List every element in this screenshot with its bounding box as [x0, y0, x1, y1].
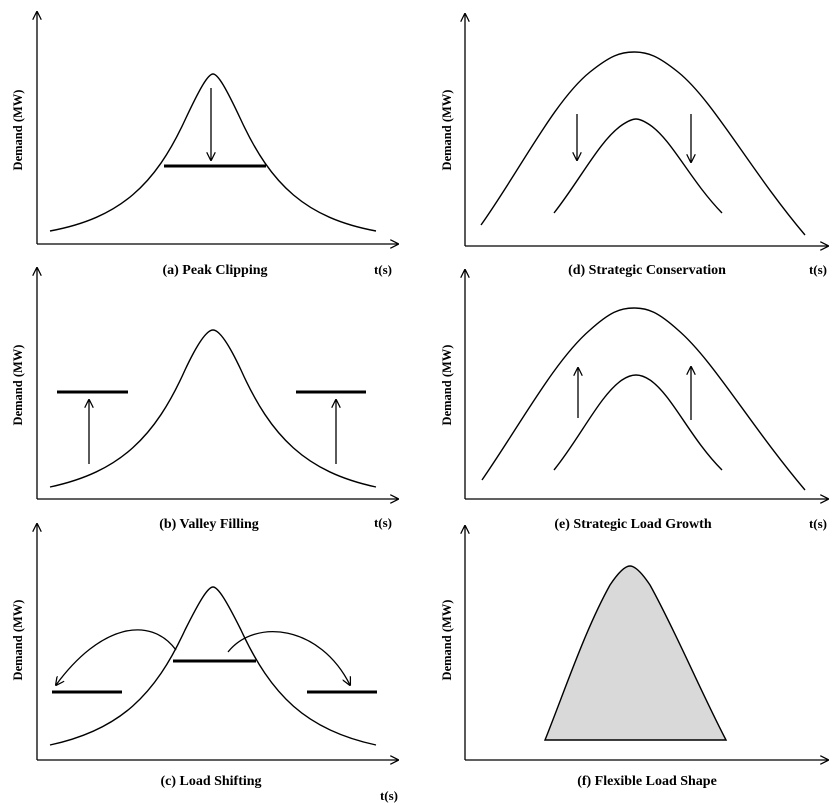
- load-curve-b: [49, 329, 377, 488]
- curved-arrow-icon: [56, 629, 177, 685]
- x-axis-label-a: t(s): [374, 262, 392, 277]
- curved-arrow-icon: [227, 631, 350, 685]
- y-axis-label-c: Demand (MW): [11, 600, 25, 681]
- x-axis-label-e: t(s): [809, 516, 827, 531]
- x-axis-label-b: t(s): [374, 515, 392, 530]
- x-axis-label-c: t(s): [380, 788, 398, 803]
- caption-b: (b) Valley Filling: [159, 517, 259, 532]
- panel-b: Demand (MW) (b) Valley Filling t(s): [11, 268, 398, 532]
- y-axis-label-b: Demand (MW): [11, 345, 25, 426]
- load-curve-a: [49, 73, 377, 232]
- caption-e: (e) Strategic Load Growth: [554, 517, 711, 532]
- x-axis-label-d: t(s): [809, 262, 827, 277]
- panel-a: Demand (MW) (a) Peak Clipping t(s): [11, 12, 398, 278]
- y-axis-label-a: Demand (MW): [11, 90, 25, 171]
- caption-f: (f) Flexible Load Shape: [577, 774, 717, 789]
- panel-d: Demand (MW) (d) Strategic Conservation t…: [440, 14, 828, 278]
- panel-f: Demand (MW) (f) Flexible Load Shape: [440, 526, 828, 789]
- load-curve-c: [49, 586, 377, 746]
- grown-load-curve-e: [481, 307, 806, 491]
- caption-d: (d) Strategic Conservation: [568, 263, 726, 278]
- caption-c: (c) Load Shifting: [160, 774, 261, 789]
- original-load-curve-d: [480, 51, 806, 236]
- caption-a: (a) Peak Clipping: [162, 263, 267, 278]
- flexible-load-shape: [543, 565, 728, 741]
- original-load-curve-e: [553, 374, 723, 471]
- panel-e: Demand (MW) (e) Strategic Load Growth t(…: [440, 270, 828, 532]
- reduced-load-curve-d: [553, 118, 723, 214]
- y-axis-label-d: Demand (MW): [440, 90, 454, 171]
- panel-c: Demand (MW) (c) Load Shifting t(s): [11, 524, 398, 803]
- y-axis-label-f: Demand (MW): [440, 600, 454, 681]
- y-axis-label-e: Demand (MW): [440, 345, 454, 426]
